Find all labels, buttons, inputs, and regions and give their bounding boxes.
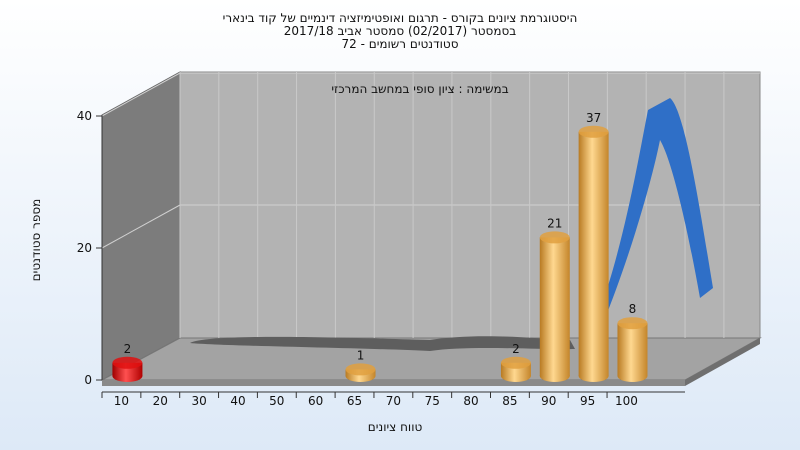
bar-top xyxy=(345,363,376,376)
bar-value-label: 21 xyxy=(547,216,562,230)
gridline xyxy=(101,204,181,249)
x-tick-label: 65 xyxy=(347,394,362,408)
chart-title-line-2: בסמסטר (02/2017) סמסטר אביב 2017/18 xyxy=(283,24,517,38)
bar-top xyxy=(500,356,531,369)
distribution-shadow xyxy=(190,336,575,351)
y-tick-label: 20 xyxy=(77,241,92,255)
x-tick-label: 90 xyxy=(541,394,556,408)
bar: 2 xyxy=(112,342,143,382)
bar: 2 xyxy=(500,342,531,382)
y-axis-label: מספר סטודנטים xyxy=(29,198,43,282)
x-tick-label: 75 xyxy=(425,394,440,408)
bar-base xyxy=(112,370,143,382)
bar-value-label: 2 xyxy=(512,342,520,356)
bar-body xyxy=(578,131,609,376)
x-tick-label: 80 xyxy=(463,394,478,408)
x-tick-label: 85 xyxy=(502,394,517,408)
gridline xyxy=(101,72,181,117)
bar: 1 xyxy=(345,348,376,382)
bar-body xyxy=(539,237,570,376)
bar-base xyxy=(578,370,609,382)
x-tick-label: 60 xyxy=(308,394,323,408)
floor-right-edge xyxy=(685,338,760,386)
y-tick-label: 40 xyxy=(77,109,92,123)
x-tick-label: 50 xyxy=(269,394,284,408)
bar: 8 xyxy=(617,302,648,382)
bar-top xyxy=(617,317,648,330)
bar-base xyxy=(500,370,531,382)
bar-value-label: 37 xyxy=(586,111,601,125)
distribution-curve xyxy=(600,98,713,323)
bar: 37 xyxy=(578,111,609,382)
bar-base xyxy=(617,370,648,382)
bar-value-label: 2 xyxy=(124,342,132,356)
bar-top xyxy=(112,356,143,369)
chart-subtitle: במשימה : ציון סופי במחשב המרכזי xyxy=(331,82,508,96)
axis-layer: 0 20 40 10 20 30 40 50 60 65 70 75 80 85 90 95 100 במשימה… xyxy=(77,82,638,408)
floor-front-edge xyxy=(102,380,685,386)
x-tick-label: 20 xyxy=(153,394,168,408)
x-tick-label: 30 xyxy=(191,394,206,408)
chart-title-line-3: סטודנטים רשומים - 72 xyxy=(341,37,459,51)
x-tick-label: 40 xyxy=(230,394,245,408)
x-tick-label: 70 xyxy=(386,394,401,408)
bar-top xyxy=(539,231,570,244)
x-axis-label: טווח ציונים xyxy=(367,420,423,434)
bar-body xyxy=(617,323,648,376)
chart-title-line-1: היסטוגרמת ציונים בקורס - תרגום ואופטימיז… xyxy=(222,11,578,25)
bar-top xyxy=(578,125,609,138)
x-tick-label: 95 xyxy=(580,394,595,408)
bar-value-label: 8 xyxy=(629,302,637,316)
x-tick-label: 100 xyxy=(615,394,638,408)
x-tick-label: 10 xyxy=(114,394,129,408)
bar: 21 xyxy=(539,216,570,382)
bar-base xyxy=(539,370,570,382)
y-tick-label: 0 xyxy=(84,373,92,387)
bar-value-label: 1 xyxy=(357,348,365,362)
